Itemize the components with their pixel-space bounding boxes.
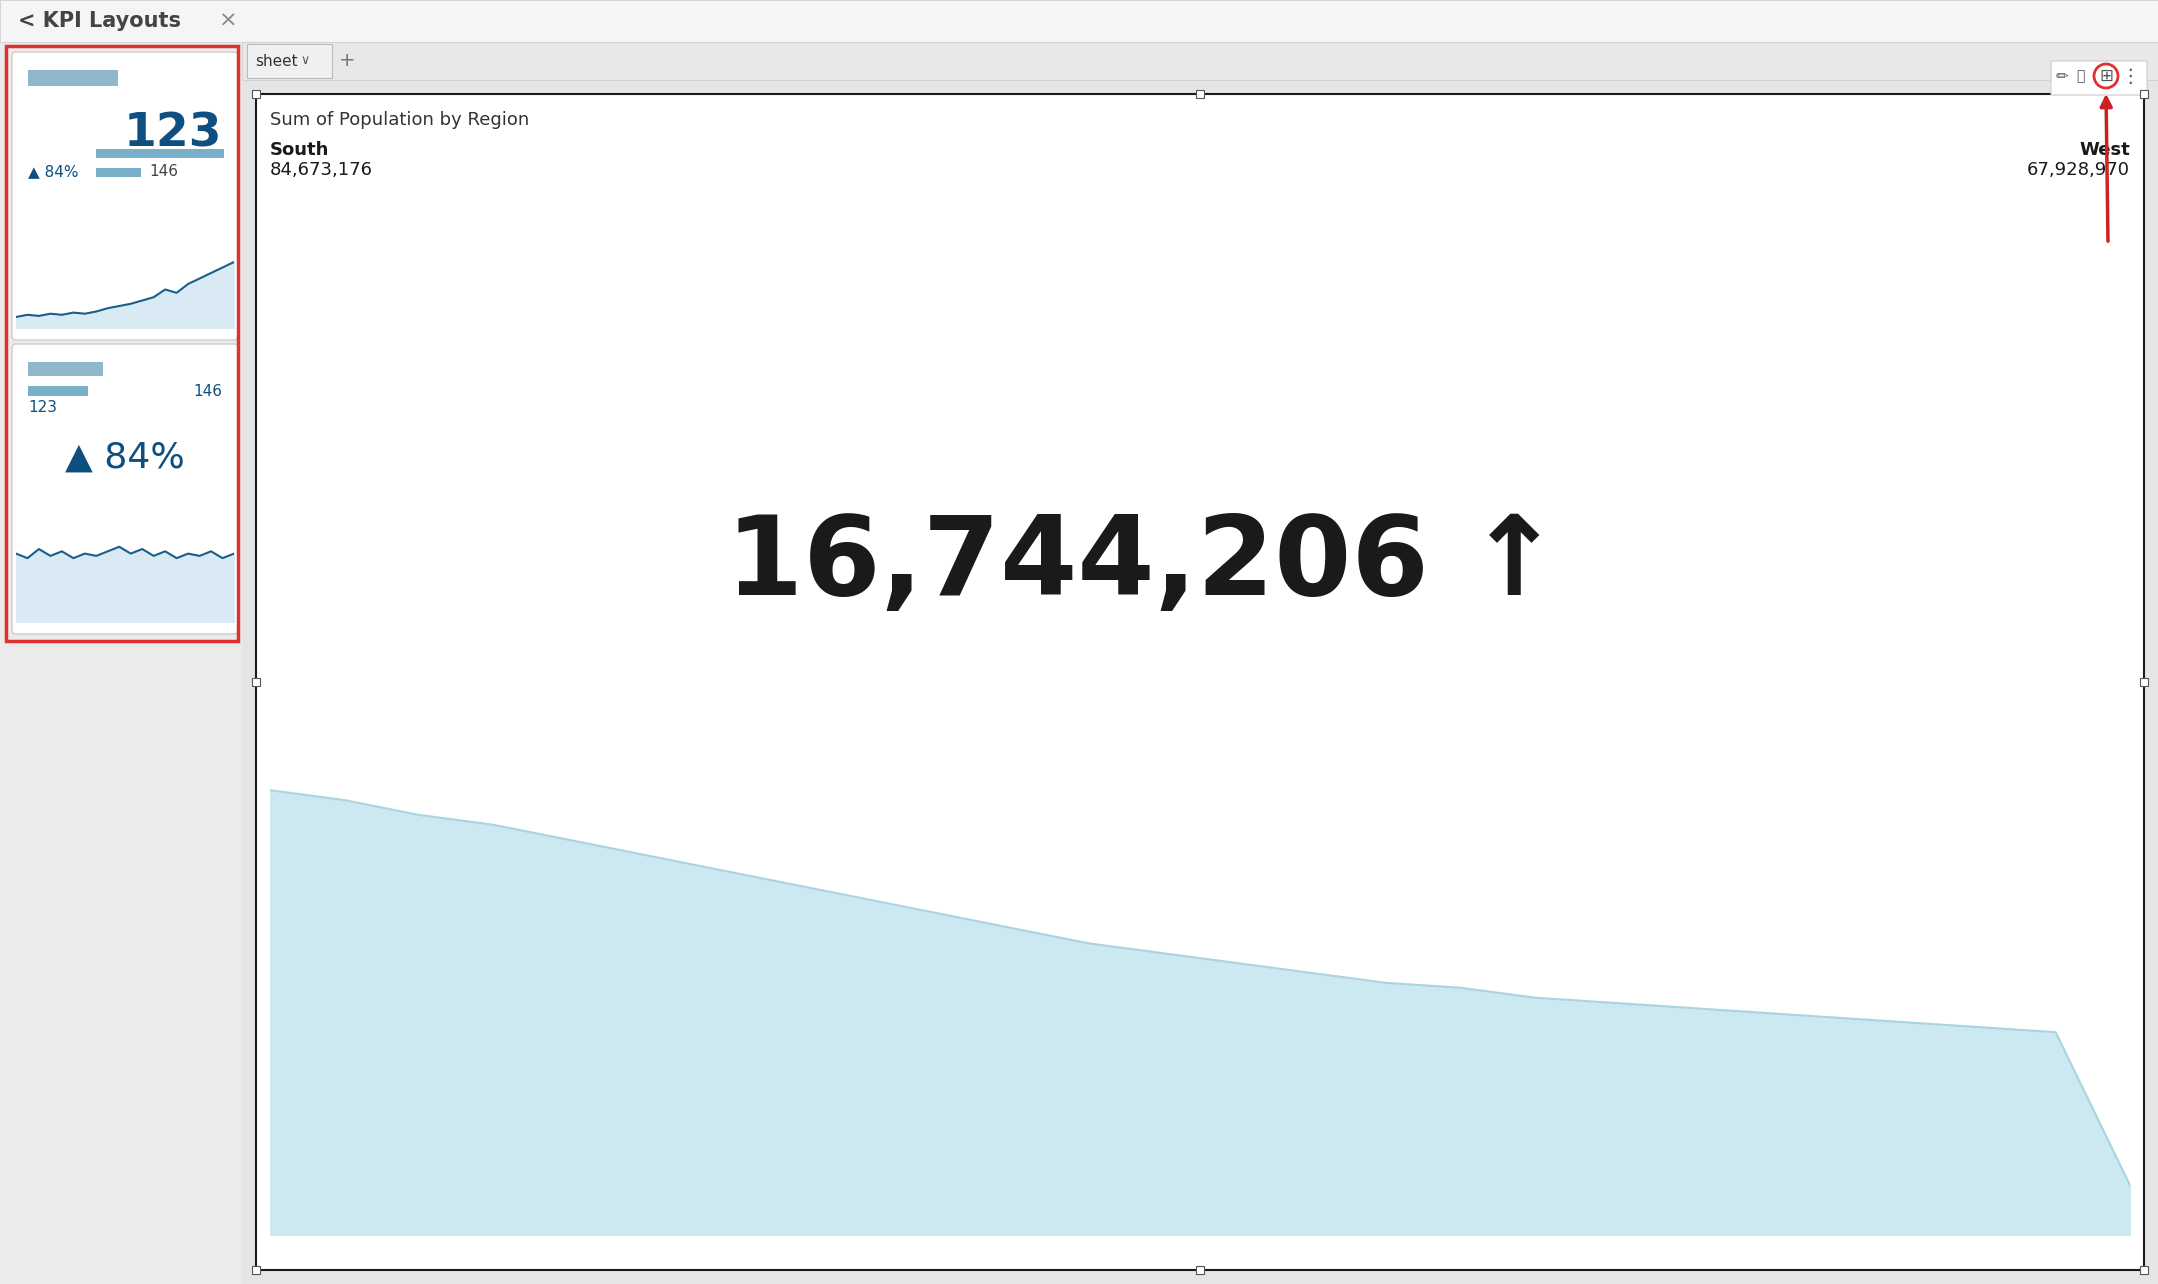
Text: +: + (339, 51, 356, 71)
Bar (28, 71, 119, 86)
Bar (2141, 678, 2147, 686)
Text: ⋮: ⋮ (2121, 67, 2141, 86)
Bar (1196, 1266, 1204, 1274)
Text: 123: 123 (28, 401, 56, 416)
Text: < KPI Layouts: < KPI Layouts (17, 12, 181, 31)
Bar (28, 386, 88, 395)
Text: 146: 146 (192, 384, 222, 398)
Bar (2141, 1266, 2147, 1274)
Bar (242, 42, 2158, 80)
FancyBboxPatch shape (13, 51, 237, 340)
Text: ▲ 84%: ▲ 84% (28, 164, 78, 180)
Text: ▲ 84%: ▲ 84% (65, 440, 186, 475)
Text: 84,673,176: 84,673,176 (270, 160, 373, 178)
Bar (1196, 90, 1204, 98)
Text: ⤢: ⤢ (2076, 69, 2085, 83)
Bar (6, 46, 237, 641)
FancyBboxPatch shape (246, 44, 332, 78)
Bar (252, 1266, 259, 1274)
Text: West: West (2080, 141, 2130, 159)
Text: 67,928,970: 67,928,970 (2026, 160, 2130, 178)
Text: ⓘ: ⓘ (220, 609, 229, 621)
Text: 123: 123 (123, 112, 222, 157)
Bar (0, 0, 2158, 42)
Text: ✏: ✏ (2057, 68, 2067, 83)
Text: sheet: sheet (255, 54, 298, 68)
Text: Sum of Population by Region: Sum of Population by Region (270, 110, 529, 128)
Bar (95, 149, 224, 158)
Bar (2141, 90, 2147, 98)
Bar (252, 678, 259, 686)
Text: ∨: ∨ (300, 54, 309, 68)
FancyBboxPatch shape (2050, 62, 2147, 95)
Bar (28, 362, 104, 376)
Text: ⓘ: ⓘ (220, 315, 229, 327)
Text: 146: 146 (149, 164, 177, 180)
Text: South: South (270, 141, 330, 159)
Bar (242, 80, 2158, 1284)
Text: ⊞: ⊞ (2100, 67, 2113, 85)
Bar (252, 90, 259, 98)
Text: 16,744,206 ↑: 16,744,206 ↑ (725, 511, 1560, 618)
Bar (0, 42, 242, 1284)
FancyBboxPatch shape (13, 344, 237, 634)
Text: ×: × (218, 12, 237, 31)
Bar (95, 168, 140, 177)
Bar (257, 94, 2145, 1270)
